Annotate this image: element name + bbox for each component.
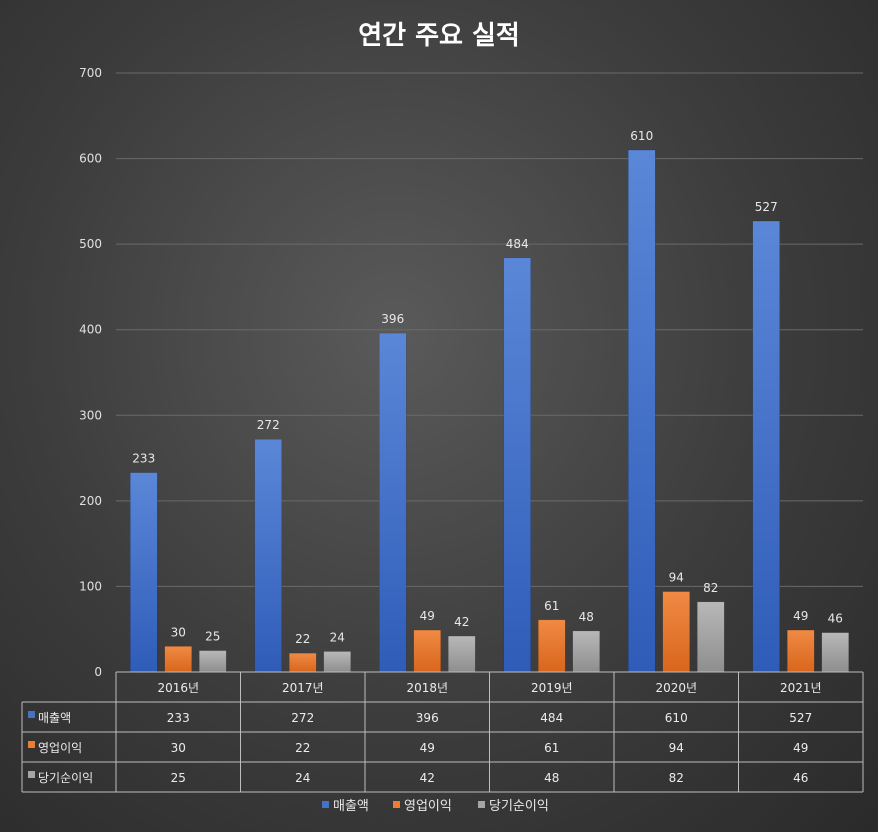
table-legend-key [28,711,35,718]
table-series-label: 매출액 [38,711,71,725]
chart-title: 연간 주요 실적 [358,21,520,51]
y-tick-label: 300 [79,408,102,422]
data-label: 42 [454,615,469,629]
bar-영업이익-2021년 [787,629,815,673]
data-label: 484 [506,237,529,251]
table-legend-key [28,771,35,778]
bar-영업이익-2017년 [289,652,317,673]
bar-당기순이익-2016년 [199,650,227,673]
table-series-label: 영업이익 [38,741,82,755]
x-tick-label: 2017년 [282,681,324,695]
data-label: 527 [755,200,778,214]
data-label: 61 [544,599,559,613]
y-tick-label: 700 [79,66,102,80]
x-tick-label: 2018년 [406,681,448,695]
bar-당기순이익-2017년 [323,651,351,673]
x-tick-label: 2016년 [157,681,199,695]
bar-당기순이익-2019년 [572,630,600,673]
table-series-label: 당기순이익 [38,771,93,785]
legend-label: 매출액 [333,799,369,814]
bar-매출액-2018년 [379,332,407,673]
bar-당기순이익-2018년 [448,635,476,673]
table-cell: 94 [669,741,684,755]
data-label: 24 [330,630,345,644]
x-tick-label: 2019년 [531,681,573,695]
table-cell: 49 [793,741,808,755]
y-tick-label: 500 [79,237,102,251]
table-cell: 42 [420,771,435,785]
table-legend-key [28,741,35,748]
table-cell: 25 [171,771,186,785]
bar-영업이익-2018년 [413,629,441,673]
table-cell: 46 [793,771,808,785]
data-label: 49 [793,609,808,623]
bar-매출액-2020년 [628,149,656,673]
y-tick-label: 600 [79,152,102,166]
table-cell: 484 [540,711,563,725]
bar-영업이익-2016년 [164,646,192,673]
bar-매출액-2017년 [254,438,282,673]
table-cell: 48 [544,771,559,785]
data-label: 82 [703,581,718,595]
legend-key-3 [478,801,485,808]
x-tick-label: 2020년 [655,681,697,695]
table-cell: 82 [669,771,684,785]
data-label: 610 [630,129,653,143]
table-cell: 22 [295,741,310,755]
table-cell: 272 [291,711,314,725]
bar-당기순이익-2021년 [821,632,849,673]
bar-영업이익-2019년 [538,619,566,673]
legend-key-2 [393,801,400,808]
table-cell: 49 [420,741,435,755]
table-cell: 61 [544,741,559,755]
bar-당기순이익-2020년 [697,601,725,673]
table-cell: 610 [665,711,688,725]
legend-key-1 [322,801,329,808]
legend-label: 당기순이익 [489,799,549,814]
table-cell: 24 [295,771,310,785]
data-label: 30 [171,625,186,639]
table-cell: 396 [416,711,439,725]
legend-label: 영업이익 [404,799,452,814]
data-label: 272 [257,418,280,432]
data-label: 22 [295,632,310,646]
data-label: 233 [132,452,155,466]
bar-매출액-2016년 [130,472,158,673]
bar-영업이익-2020년 [662,591,690,673]
data-label: 48 [579,610,594,624]
data-label: 396 [381,312,404,326]
y-tick-label: 400 [79,323,102,337]
data-label: 94 [669,571,684,585]
data-label: 46 [828,612,843,626]
x-tick-label: 2021년 [780,681,822,695]
table-cell: 233 [167,711,190,725]
y-tick-label: 100 [79,579,102,593]
y-tick-label: 200 [79,494,102,508]
data-label: 25 [205,630,220,644]
table-cell: 527 [789,711,812,725]
data-label: 49 [420,609,435,623]
y-tick-label: 0 [94,665,102,679]
table-cell: 30 [171,741,186,755]
bar-매출액-2019년 [503,257,531,673]
bar-매출액-2021년 [752,220,780,673]
